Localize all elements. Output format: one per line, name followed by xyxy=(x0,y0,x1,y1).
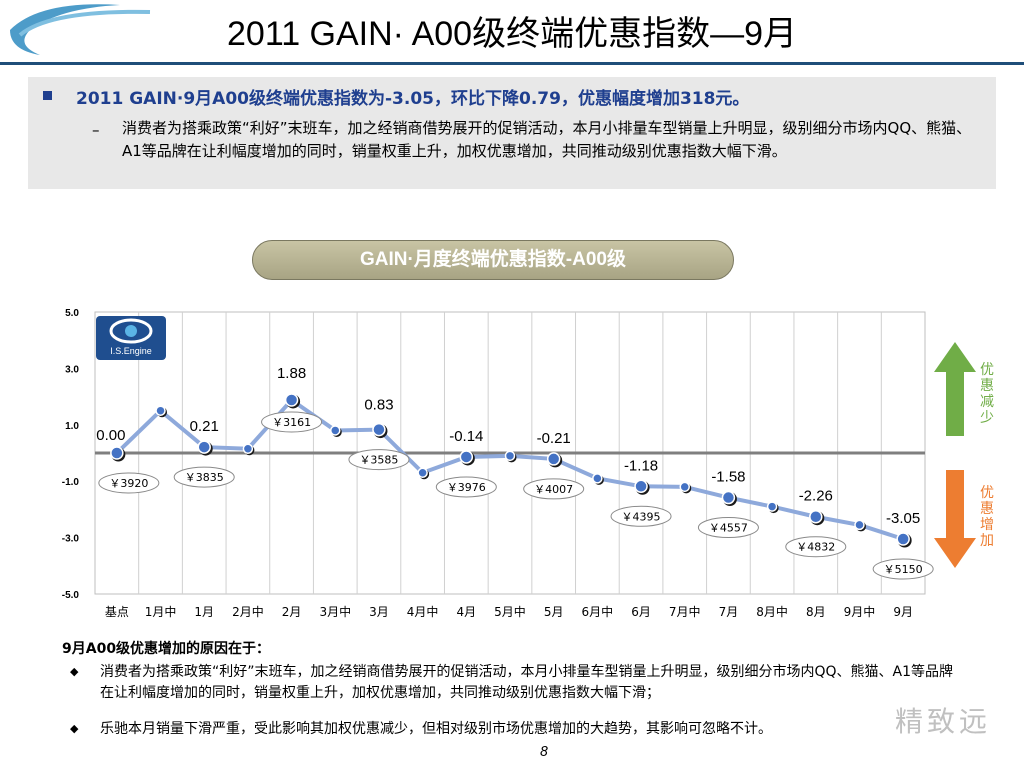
summary-headline: 2011 GAIN·9月A00级终端优惠指数为-3.05，环比下降0.79，优惠… xyxy=(76,89,750,109)
x-tick-label: 5月中 xyxy=(494,604,526,619)
x-tick-label: 8月中 xyxy=(756,604,788,619)
x-tick-label: 6月中 xyxy=(582,604,614,619)
price-callout-label: ￥3585 xyxy=(359,454,398,467)
y-tick-label: 3.0 xyxy=(65,364,79,375)
price-callout-bubble xyxy=(173,466,235,488)
slide-title: 2011 GAIN· A00级终端优惠指数—9月 xyxy=(227,15,797,53)
diamond-bullet-icon: ◆ xyxy=(70,722,79,735)
chart-title-banner: GAIN·月度终端优惠指数-A00级 xyxy=(252,240,734,280)
data-point xyxy=(679,481,690,493)
data-label: -0.21 xyxy=(537,430,571,447)
x-tick-label: 4月中 xyxy=(407,604,439,619)
price-callout-bubble xyxy=(98,472,160,494)
square-bullet-icon xyxy=(43,91,52,100)
x-tick-label: 3月中 xyxy=(319,604,351,619)
price-callout-bubble xyxy=(872,558,934,580)
x-tick-label: 基点 xyxy=(105,605,129,619)
data-point xyxy=(197,440,211,454)
data-point xyxy=(854,519,865,531)
logo-text: I.S.Engine xyxy=(110,346,152,356)
y-tick-label: 1.0 xyxy=(65,421,79,432)
price-callout-label: ￥4832 xyxy=(796,541,835,554)
title-divider xyxy=(0,62,1024,65)
data-point xyxy=(417,467,428,478)
data-point xyxy=(330,425,341,436)
x-tick-label: 6月 xyxy=(631,605,651,619)
data-label: -0.14 xyxy=(449,428,483,445)
price-callout-bubble xyxy=(523,478,585,500)
x-tick-label: 2月 xyxy=(282,605,302,619)
price-callout-bubble xyxy=(785,536,847,558)
data-point xyxy=(634,479,648,494)
price-callout-label: ￥3835 xyxy=(185,471,224,484)
is-engine-logo: I.S.Engine xyxy=(96,316,166,360)
y-tick-label: -3.0 xyxy=(62,534,80,545)
price-callout-label: ￥5150 xyxy=(884,563,923,576)
data-point xyxy=(896,532,910,546)
data-label: 0.83 xyxy=(364,397,393,414)
increase-arrow-icon xyxy=(934,470,976,568)
price-callout-label: ￥4557 xyxy=(709,522,748,535)
data-point xyxy=(592,473,603,484)
watermark-text: 精致远 xyxy=(895,705,992,738)
data-point xyxy=(546,452,561,466)
x-tick-label: 9月中 xyxy=(844,604,876,619)
decrease-label: 优惠减少 xyxy=(980,362,994,426)
data-point xyxy=(721,490,736,505)
data-point xyxy=(155,405,166,416)
price-callout-bubble xyxy=(610,505,672,527)
price-callout-bubble xyxy=(261,411,323,433)
data-label: -2.26 xyxy=(799,488,833,505)
data-label: 0.00 xyxy=(96,427,125,444)
page-number: 8 xyxy=(540,745,549,760)
increase-label: 优惠增加 xyxy=(980,485,994,549)
price-callout-label: ￥3920 xyxy=(109,477,148,490)
price-callout-bubble xyxy=(348,449,410,471)
dash-bullet-icon: – xyxy=(92,121,100,139)
y-tick-label: -1.0 xyxy=(62,477,80,488)
data-label: 0.21 xyxy=(190,418,219,435)
x-tick-label: 3月 xyxy=(369,605,389,619)
data-point xyxy=(459,450,474,464)
price-callout-label: ￥4395 xyxy=(622,510,661,523)
y-tick-label: 5.0 xyxy=(65,308,79,319)
y-tick-label: -5.0 xyxy=(62,590,80,601)
reason-item: 乐驰本月销量下滑严重，受此影响其加权优惠减少，但相对级别市场优惠增加的大趋势，其… xyxy=(100,721,772,737)
reasons-heading: 9月A00级优惠增加的原因在于： xyxy=(62,641,271,657)
data-point xyxy=(809,509,823,524)
price-callout-label: ￥3161 xyxy=(272,416,311,429)
data-point xyxy=(766,501,778,512)
price-callout-label: ￥3976 xyxy=(447,481,486,494)
summary-box: 2011 GAIN·9月A00级终端优惠指数为-3.05，环比下降0.79，优惠… xyxy=(28,77,996,189)
data-label: 1.88 xyxy=(277,365,306,382)
x-tick-label: 4月 xyxy=(456,605,476,619)
data-label: -1.18 xyxy=(624,457,658,474)
x-tick-label: 7月中 xyxy=(669,604,701,619)
x-tick-label: 8月 xyxy=(806,605,826,619)
x-tick-label: 9月 xyxy=(893,605,913,619)
x-tick-label: 7月 xyxy=(719,605,739,619)
data-point xyxy=(372,422,386,437)
price-callout-bubble xyxy=(697,517,759,539)
x-tick-label: 5月 xyxy=(544,605,564,619)
diamond-bullet-icon: ◆ xyxy=(70,665,79,678)
x-tick-label: 2月中 xyxy=(232,604,264,619)
price-callout-bubble xyxy=(435,476,497,498)
decrease-arrow-icon xyxy=(934,342,976,436)
data-point xyxy=(504,450,516,462)
price-callout-label: ￥4007 xyxy=(534,483,573,496)
brand-swoosh-logo xyxy=(10,4,151,55)
summary-body: 消费者为搭乘政策“利好”末班车，加之经销商借势展开的促销活动，本月小排量车型销量… xyxy=(122,119,972,160)
x-tick-label: 1月中 xyxy=(145,604,177,619)
data-point xyxy=(110,446,124,460)
data-label: -3.05 xyxy=(886,510,920,527)
data-point xyxy=(284,393,299,407)
data-point xyxy=(242,443,254,455)
x-tick-label: 1月 xyxy=(194,605,214,619)
data-label: -1.58 xyxy=(711,469,745,486)
reason-item: 消费者为搭乘政策“利好”末班车，加之经销商借势展开的促销活动，本月小排量车型销量… xyxy=(100,664,954,701)
